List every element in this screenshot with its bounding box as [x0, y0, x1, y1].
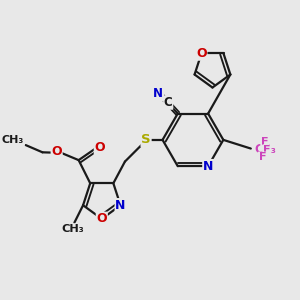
Text: CH₃: CH₃: [2, 135, 24, 145]
Text: S: S: [141, 134, 151, 146]
Text: O: O: [94, 141, 105, 154]
Text: CH₃: CH₃: [61, 224, 84, 234]
Text: C: C: [164, 96, 172, 109]
Text: N: N: [153, 87, 164, 101]
Text: O: O: [97, 212, 107, 225]
Text: F: F: [259, 152, 266, 162]
Text: F: F: [263, 145, 271, 155]
Text: O: O: [51, 145, 62, 158]
Text: CF₃: CF₃: [254, 142, 276, 156]
Text: N: N: [115, 199, 126, 212]
Text: N: N: [203, 160, 213, 173]
Text: O: O: [196, 47, 207, 60]
Text: F: F: [261, 137, 268, 147]
